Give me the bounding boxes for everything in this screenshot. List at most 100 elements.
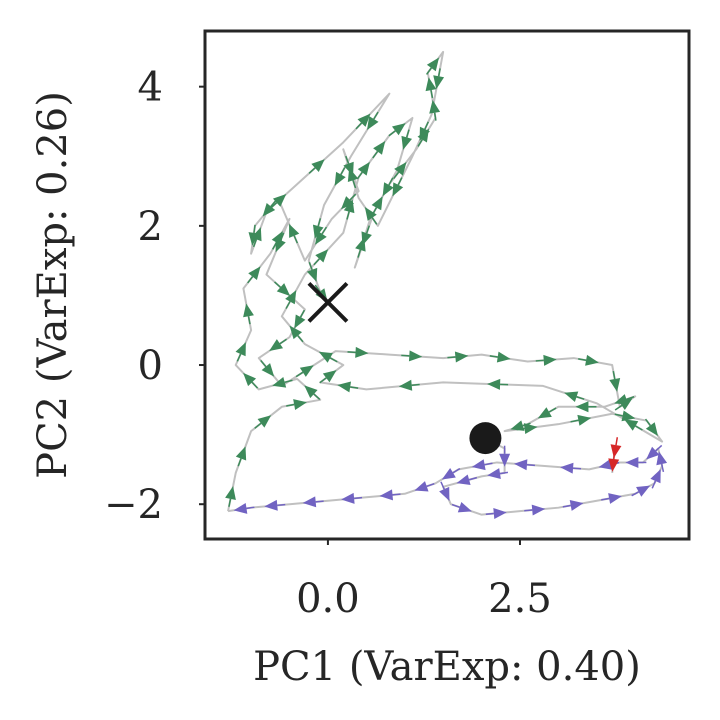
trajectory-arrow-shaft xyxy=(315,500,324,503)
trajectory-arrow-shaft xyxy=(236,353,242,362)
trajectory-arrow xyxy=(646,446,660,460)
trajectory-arrow-shaft xyxy=(447,356,456,359)
trajectory-arrow xyxy=(306,267,318,282)
trajectory-arrow xyxy=(261,363,275,377)
trajectory-arrow-shaft xyxy=(484,462,493,466)
trajectory-arrow xyxy=(609,378,621,392)
trajectory-arrow-shaft xyxy=(644,418,651,426)
trajectory-arrow xyxy=(650,469,661,484)
trajectory-arrow-shaft xyxy=(573,467,582,470)
trajectory-arrow-shaft xyxy=(284,379,293,384)
trajectory-arrow-shaft xyxy=(612,371,616,380)
trajectory-arrow-shaft xyxy=(279,338,287,345)
trajectory-arrow-shaft xyxy=(293,235,299,244)
y-tick-label: −2 xyxy=(104,482,163,528)
trajectory-arrow xyxy=(429,99,441,114)
trajectory-arrow-shaft xyxy=(406,129,410,138)
trajectory-arrow xyxy=(285,290,297,305)
trajectory-arrow-shaft xyxy=(373,111,379,120)
y-axis-label: PC2 (VarExp: 0.26) xyxy=(30,91,76,479)
trajectory-lines xyxy=(227,50,664,516)
trajectory-arrow-shaft xyxy=(314,284,321,292)
trajectory-arrow xyxy=(575,401,589,413)
trajectory-arrow-shaft xyxy=(345,155,350,164)
trajectory-arrow-shaft xyxy=(437,68,441,77)
trajectory-arrow xyxy=(645,422,658,436)
trajectory-arrow xyxy=(496,351,511,363)
trajectory-arrow-shaft xyxy=(295,371,304,378)
trajectory-arrow-shaft xyxy=(274,281,281,288)
trajectory-arrow-shaft xyxy=(372,151,379,159)
trajectory-arrow-shaft xyxy=(614,413,623,417)
trajectory-arrow-shaft xyxy=(548,407,557,413)
trajectory-arrow-shaft xyxy=(440,481,445,490)
trajectory-arrow xyxy=(289,223,300,238)
trajectory-arrow xyxy=(454,351,469,363)
trajectory-arrow xyxy=(560,462,574,474)
trajectory-arrow xyxy=(523,423,538,435)
trajectory-arrow-shaft xyxy=(417,139,423,147)
trajectory-arrow-shaft xyxy=(660,463,665,473)
y-tick-label: 2 xyxy=(138,204,163,250)
trajectory-arrow xyxy=(262,203,276,217)
trajectory-arrow-shaft xyxy=(270,199,277,208)
trajectory-arrow-shaft xyxy=(354,496,363,500)
trajectory-arrow xyxy=(235,446,247,461)
trajectory-arrow xyxy=(315,249,329,263)
trajectory-arrow-shaft xyxy=(489,355,498,358)
plot-area xyxy=(225,50,668,520)
trajectory-arrow xyxy=(225,486,236,500)
trajectory-arrow xyxy=(543,354,557,366)
trajectory-arrow-shaft xyxy=(321,226,328,235)
trajectory-arrow xyxy=(341,196,355,210)
trajectory-arrow xyxy=(367,116,379,131)
trajectory-arrow xyxy=(355,237,366,252)
trajectory-arrow-shaft xyxy=(252,239,258,248)
trajectory-arrow-shaft xyxy=(285,301,291,309)
trajectory-arrow-shaft xyxy=(357,249,362,258)
trajectory-arrow xyxy=(311,159,325,172)
trajectory-arrow xyxy=(471,459,486,471)
trajectory-arrow xyxy=(514,459,528,471)
trajectory-arrow xyxy=(392,182,404,197)
trajectory-arrow xyxy=(419,126,430,141)
trajectory-arrow xyxy=(233,502,248,514)
trajectory-arrow xyxy=(357,113,371,127)
trajectory-arrow-shaft xyxy=(237,458,242,467)
trajectory-arrow xyxy=(248,266,261,280)
trajectory-arrow xyxy=(510,420,525,431)
trajectory-arrow-shaft xyxy=(260,359,267,368)
trajectory-arrow-shaft xyxy=(228,498,232,507)
trajectory-arrow-shaft xyxy=(614,404,623,411)
trajectory-arrow xyxy=(302,496,317,508)
trajectory-arrow xyxy=(276,283,291,296)
trajectory-arrow-shaft xyxy=(601,497,610,501)
trajectory-arrow-shaft xyxy=(576,396,585,400)
trajectory-arrow-shaft xyxy=(516,427,525,431)
trajectory-arrow xyxy=(569,500,584,511)
trajectory-arrow-shaft xyxy=(651,480,657,489)
trajectory-arrow xyxy=(269,339,284,352)
trajectory-arrow-shaft xyxy=(365,225,371,234)
trajectory-arrow-shaft xyxy=(279,232,285,241)
trajectory-arrow-shaft xyxy=(388,177,394,186)
x-tick-label: 2.5 xyxy=(488,576,552,622)
trajectory-arrow-shaft xyxy=(247,276,254,284)
trajectory-arrow-shaft xyxy=(352,180,357,189)
trajectory-arrow-shaft xyxy=(524,509,533,512)
trajectory-arrow-shaft xyxy=(246,506,255,510)
trajectory-arrow-shaft xyxy=(430,89,434,99)
trajectory-arrow xyxy=(608,458,620,472)
trajectory-arrow xyxy=(357,161,370,176)
trajectory-arrow-shaft xyxy=(349,193,357,201)
trajectory-arrow-shaft xyxy=(526,463,535,467)
trajectory-arrow-shaft xyxy=(317,218,322,227)
trajectory-arrow xyxy=(251,227,262,242)
trajectory-arrow-shaft xyxy=(424,121,429,130)
trajectory-arrow-shaft xyxy=(635,425,643,431)
trajectory-arrow xyxy=(392,123,406,136)
trajectory-arrow xyxy=(334,171,346,186)
trajectory-arrow xyxy=(322,370,337,383)
trajectory-arrow xyxy=(382,182,394,197)
trajectory-arrow-shaft xyxy=(346,211,350,220)
